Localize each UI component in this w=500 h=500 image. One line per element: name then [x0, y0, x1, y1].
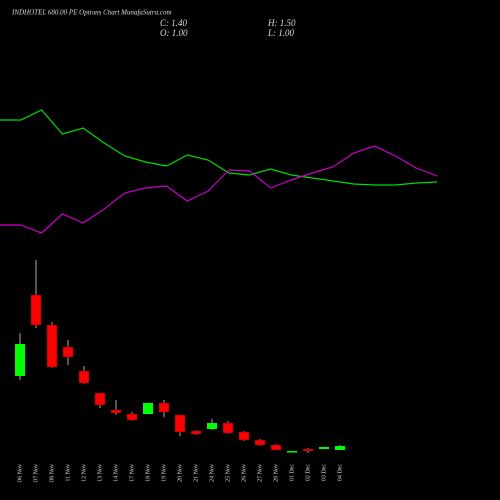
candle-body [222, 422, 234, 434]
candle-body [30, 294, 42, 326]
chart-title: INDHOTEL 680.00 PE Options Chart MunafaS… [11, 9, 172, 17]
candle-body [270, 444, 282, 451]
candle-body [254, 439, 266, 446]
candle-body [143, 403, 153, 414]
candle-body [287, 451, 297, 453]
candle-body [126, 413, 138, 421]
x-tick-label: 20 Nov [177, 464, 183, 482]
x-tick-label: 27 Nov [257, 464, 263, 482]
ohlc-text: O: 1.00 [160, 28, 188, 38]
x-tick-label: 14 Nov [113, 464, 119, 482]
candle-body [15, 344, 25, 376]
candle-body [78, 370, 90, 384]
x-tick-label: 01 Dec [289, 464, 295, 481]
candle-body [207, 423, 217, 429]
x-tick-label: 21 Nov [193, 464, 199, 482]
x-tick-label: 26 Nov [241, 464, 247, 482]
ohlc-text: L: 1.00 [267, 28, 295, 38]
candle-body [319, 447, 329, 449]
candle-body [335, 446, 345, 450]
candle-body [46, 324, 58, 368]
x-tick-label: 08 Nov [49, 464, 55, 482]
x-tick-label: 18 Nov [145, 464, 151, 482]
x-tick-label: 19 Nov [161, 464, 167, 482]
ohlc-text: H: 1.50 [267, 18, 296, 28]
candle-body [94, 392, 106, 406]
candle-body [110, 409, 122, 414]
candle-body [302, 448, 314, 452]
candle-body [238, 431, 250, 441]
x-tick-label: 02 Dec [305, 464, 311, 481]
x-tick-label: 03 Dec [321, 464, 327, 481]
indicator-line [0, 145, 438, 234]
x-tick-label: 12 Nov [81, 464, 87, 482]
x-tick-label: 24 Nov [209, 464, 215, 482]
x-tick-label: 28 Nov [273, 464, 279, 482]
x-tick-label: 17 Nov [129, 464, 135, 482]
ohlc-text: C: 1.40 [160, 18, 188, 28]
x-tick-label: 11 Nov [65, 464, 71, 482]
indicator-line [0, 109, 438, 186]
x-tick-label: 04 Dec [337, 464, 343, 481]
candle-body [158, 402, 170, 413]
x-tick-label: 07 Nov [33, 464, 39, 482]
x-tick-label: 25 Nov [225, 464, 231, 482]
x-tick-label: 06 Nov [17, 464, 23, 482]
candle-body [174, 414, 186, 433]
candle-body [62, 346, 74, 358]
candle-body [190, 430, 202, 435]
x-tick-label: 13 Nov [97, 464, 103, 482]
